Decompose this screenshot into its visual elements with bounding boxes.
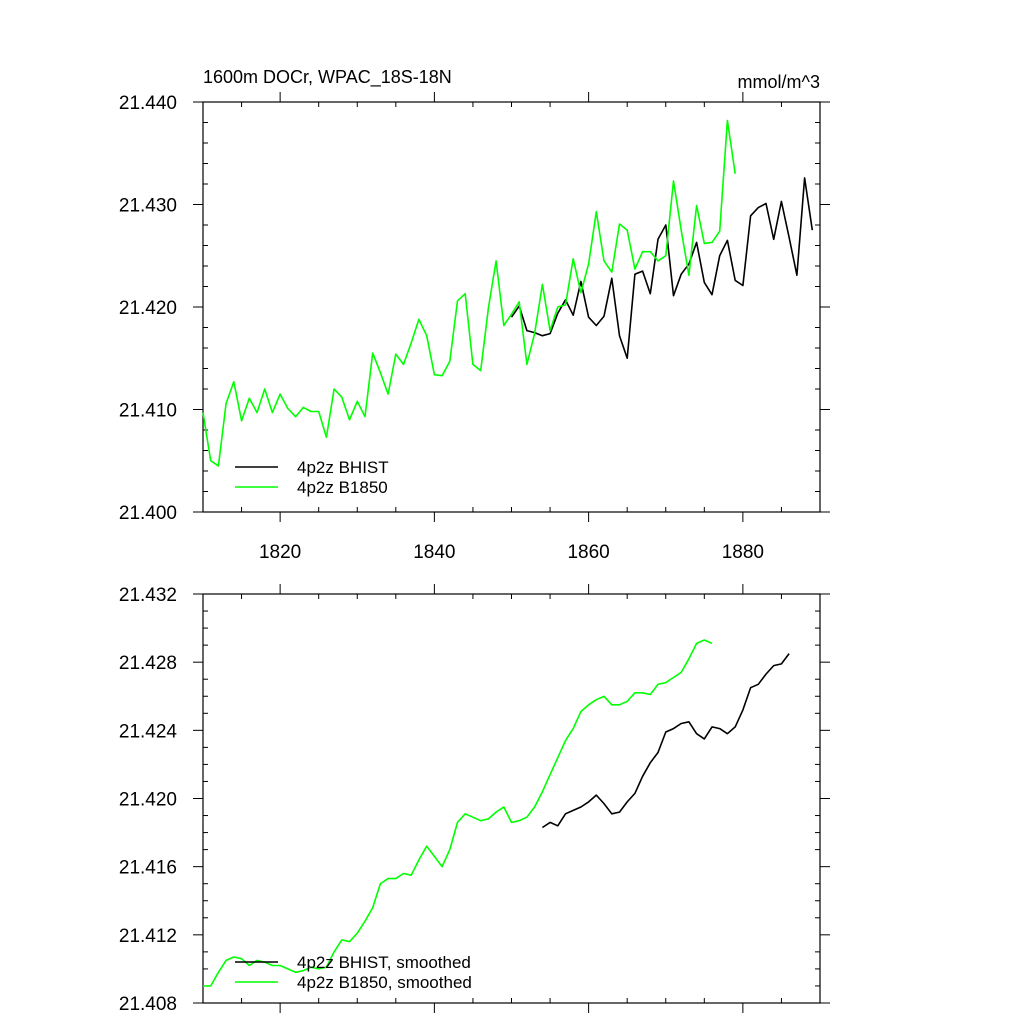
x-tick-label: 1820: [259, 542, 301, 563]
legend-label-0: 4p2z BHIST: [297, 458, 389, 477]
y-tick-label: 21.400: [119, 503, 177, 524]
y-tick-label: 21.440: [119, 93, 177, 114]
panel-title-left: 1600m DOCr, WPAC_18S-18N: [203, 67, 452, 88]
plot-frame: [202, 101, 821, 513]
x-tick-label: 1840: [413, 542, 455, 563]
series-line-0: [541, 653, 790, 829]
series-line-0: [510, 177, 814, 360]
x-tick-label: 1880: [722, 542, 764, 563]
units-label: mmol/m^3: [738, 72, 820, 92]
legend-label-0: 4p2z BHIST, smoothed: [297, 953, 471, 972]
y-tick-label: 21.424: [119, 721, 178, 742]
top-panel: 1600m DOCr, WPAC_18S-18N mmol/m^3 1820 18…: [119, 67, 830, 563]
series-line-1: [203, 639, 713, 987]
y-tick-label: 21.430: [119, 196, 177, 217]
legend-label-1: 4p2z B1850, smoothed: [297, 973, 472, 992]
plot-frame: [202, 593, 821, 1004]
series-line-1: [202, 119, 736, 467]
y-tick-label: 21.420: [119, 790, 177, 811]
y-tick-label: 21.416: [119, 858, 177, 879]
y-tick-label: 21.420: [119, 298, 177, 319]
y-tick-label: 21.410: [119, 401, 177, 422]
y-tick-label: 21.432: [119, 585, 177, 606]
x-tick-label: 1860: [567, 542, 609, 563]
y-tick-label: 21.428: [119, 653, 177, 674]
bottom-panel: 21.408 21.412 21.416 21.420 21.424 21.428 21.4…: [119, 584, 830, 1015]
y-tick-label: 21.412: [119, 926, 177, 947]
y-tick-label: 21.408: [119, 994, 177, 1015]
legend-label-1: 4p2z B1850: [297, 478, 388, 497]
